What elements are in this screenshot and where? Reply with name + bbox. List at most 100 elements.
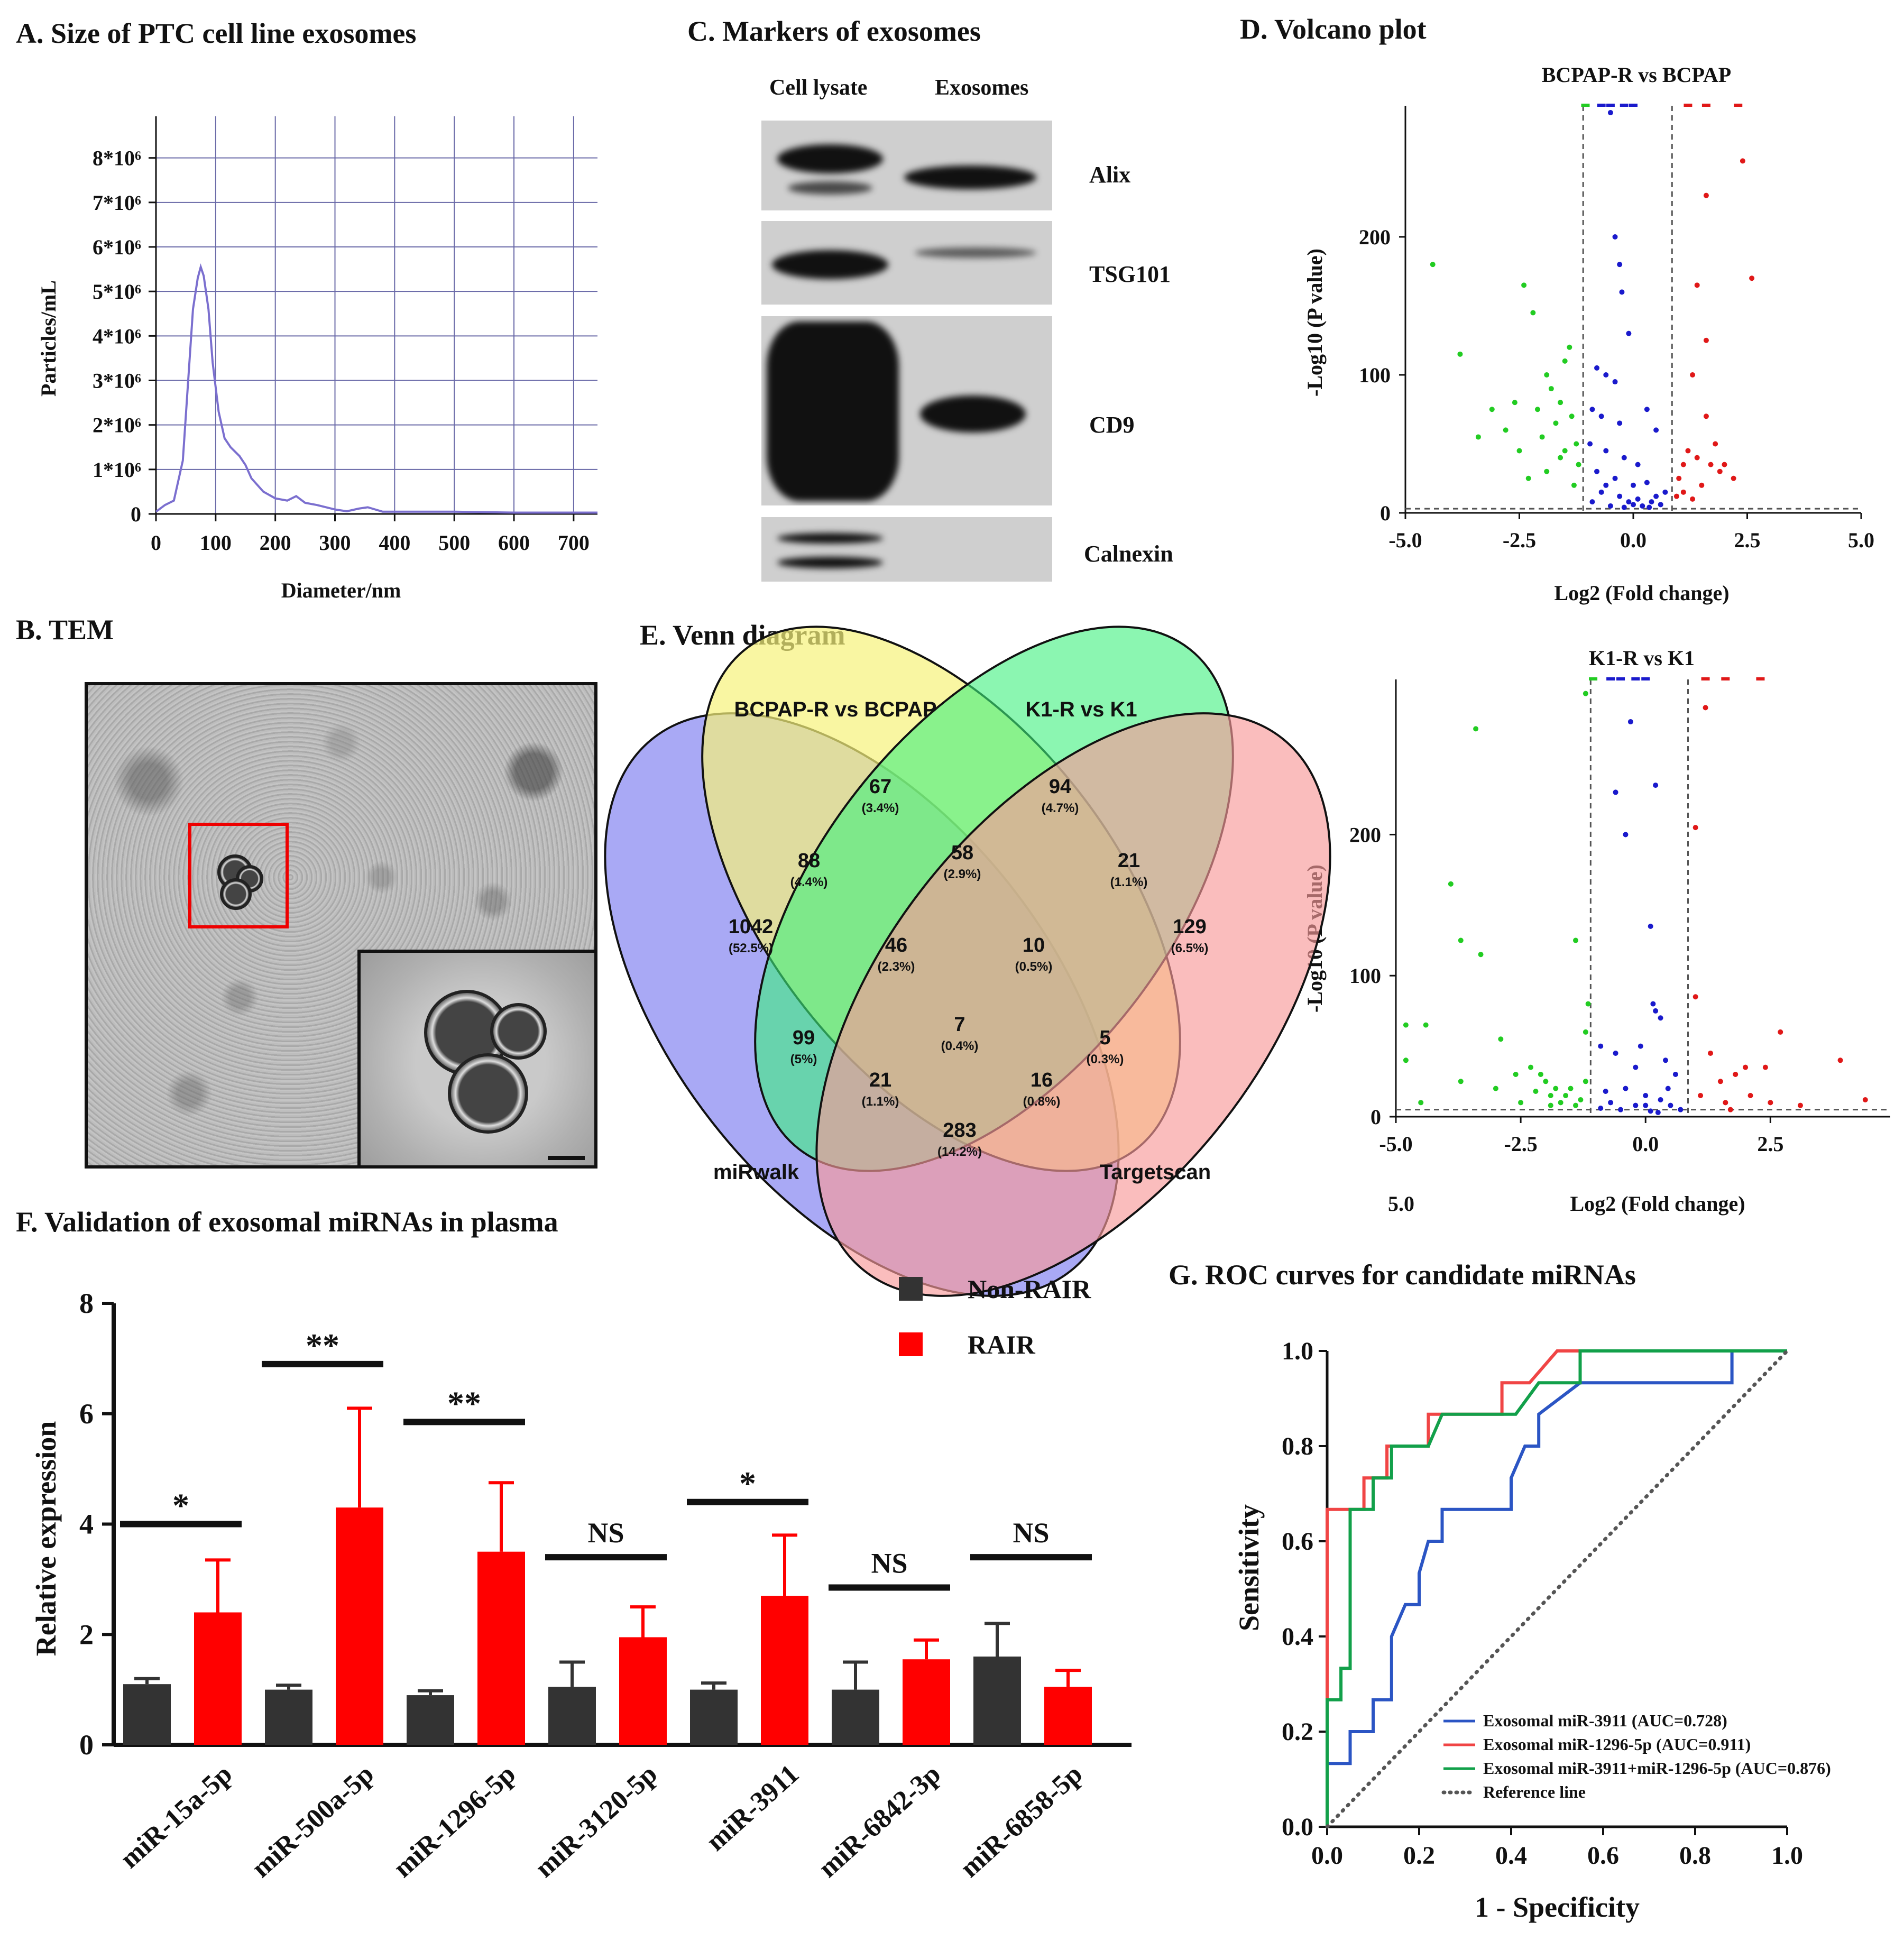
volcano-point-clipped — [1616, 677, 1625, 680]
volcano-point-ns — [1626, 499, 1632, 505]
venn-region-percent: (4.4%) — [790, 875, 828, 889]
volcano-point-ns — [1598, 489, 1604, 495]
volcano-point-ns — [1668, 1102, 1673, 1108]
volcano-point-ns — [1594, 365, 1600, 371]
volcano-point-up — [1747, 1092, 1753, 1098]
volcano-point-down — [1534, 407, 1540, 412]
venn-region-count: 99 — [793, 1027, 815, 1049]
volcano-point-clipped — [1589, 677, 1598, 680]
volcano-point-down — [1571, 482, 1577, 488]
legend-swatch-non-rair — [899, 1277, 923, 1301]
exosome-vesicle — [448, 1053, 528, 1134]
blot-col-cell-lysate: Cell lysate — [769, 76, 868, 100]
volcano-point-down — [1583, 1029, 1588, 1035]
y-tick-label: 0 — [131, 502, 141, 526]
volcano-point-up — [1685, 448, 1691, 454]
x-tick-label: 5.0 — [1848, 528, 1874, 552]
volcano-point-clipped — [1756, 677, 1765, 680]
volcano-point-ns — [1589, 407, 1595, 412]
volcano-point-down — [1458, 937, 1464, 943]
volcano-point-ns — [1607, 110, 1613, 116]
volcano-point-up — [1778, 1029, 1783, 1035]
significance-label: NS — [1013, 1517, 1049, 1549]
volcano-point-up — [1768, 1100, 1773, 1106]
x-tick-label: -2.5 — [1504, 1132, 1537, 1156]
y-tick-label: 0.2 — [1282, 1718, 1313, 1746]
blot-band — [777, 144, 883, 173]
volcano-point-up — [1680, 489, 1686, 495]
volcano-point-down — [1578, 1097, 1584, 1102]
venn-region-count: 10 — [1023, 934, 1045, 956]
volcano-point-down — [1473, 726, 1479, 732]
venn-region-percent: (4.7%) — [1042, 801, 1079, 815]
volcano-point-ns — [1662, 489, 1668, 495]
y-tick-label: 1.0 — [1282, 1337, 1313, 1365]
volcano-point-up — [1837, 1057, 1843, 1063]
volcano-point-down — [1574, 441, 1579, 447]
x-tick-label: 0.6 — [1587, 1842, 1619, 1870]
volcano-point-ns — [1619, 289, 1625, 295]
y-tick-label: 0.0 — [1282, 1813, 1313, 1841]
legend-label-non-rair: Non-RAIR — [968, 1274, 1091, 1304]
panel-a-ylabel: Particles/mL — [36, 280, 60, 397]
bar-ylabel: Relative expression — [30, 1421, 62, 1656]
significance-label: ** — [306, 1327, 339, 1364]
volcano-point-up — [1723, 1100, 1728, 1106]
volcano-point-ns — [1612, 475, 1618, 481]
volcano-point-down — [1548, 1092, 1553, 1098]
volcano-point-ns — [1658, 1097, 1663, 1102]
roc-legend-label: Exosomal miR-3911 (AUC=0.728) — [1483, 1711, 1727, 1730]
venn-region-count: 16 — [1031, 1069, 1053, 1091]
blot-cd9 — [761, 316, 1052, 505]
volcano-point-down — [1530, 310, 1536, 316]
volcano-point-up — [1743, 1064, 1749, 1070]
volcano-point-down — [1568, 1086, 1574, 1091]
volcano-point-ns — [1621, 504, 1627, 510]
volcano2-subtitle: K1-R vs K1 — [1589, 646, 1695, 670]
x-tick-label: 1.0 — [1771, 1842, 1803, 1870]
y-tick-label: 0 — [79, 1729, 94, 1761]
volcano-point-up — [1690, 496, 1696, 502]
tem-zoom-box — [188, 823, 289, 928]
volcano-point-ns — [1635, 496, 1641, 502]
x-tick-label: 0.0 — [1311, 1842, 1343, 1870]
venn-region-percent: (52.5%) — [729, 941, 773, 955]
panel-b-title: B. TEM — [16, 614, 114, 646]
volcano-point-ns — [1612, 234, 1618, 240]
volcano-point-ns — [1648, 923, 1653, 929]
volcano-point-ns — [1672, 1071, 1678, 1077]
x-tick-label: 0.0 — [1632, 1132, 1659, 1156]
venn-label-miRwalk: miRwalk — [713, 1161, 799, 1184]
volcano-point-ns — [1633, 1064, 1639, 1070]
x-tick-label: 500 — [438, 531, 470, 555]
venn-region-percent: (0.3%) — [1087, 1052, 1124, 1066]
volcano1-subtitle: BCPAP-R vs BCPAP — [1542, 63, 1731, 87]
y-tick-label: 6 — [79, 1398, 94, 1430]
volcano-point-ns — [1638, 1043, 1643, 1049]
volcano-point-ns — [1618, 1107, 1623, 1112]
venn-region-count: 7 — [954, 1014, 965, 1036]
x-tick-label: -5.0 — [1379, 1132, 1412, 1156]
volcano-point-up — [1703, 413, 1709, 419]
volcano-point-ns — [1603, 372, 1609, 378]
roc-legend-label: Reference line — [1483, 1782, 1586, 1801]
x-tick-label: 0 — [151, 531, 161, 555]
volcano-point-ns — [1647, 504, 1652, 510]
significance-label: NS — [871, 1548, 907, 1579]
y-tick-label: 7*10⁶ — [93, 191, 141, 215]
volcano-point-ns — [1608, 1100, 1614, 1106]
volcano-point-up — [1703, 705, 1708, 711]
volcano-point-down — [1558, 1100, 1563, 1106]
volcano-point-down — [1448, 881, 1454, 887]
blot-calnexin — [761, 517, 1052, 582]
blot-label-alix: Alix — [1089, 162, 1131, 188]
venn-region-percent: (1.1%) — [1110, 875, 1148, 889]
panel-f-title: F. Validation of exosomal miRNAs in plas… — [16, 1206, 558, 1238]
bar-non-rair — [265, 1689, 312, 1745]
blot-label-calnexin: Calnexin — [1084, 541, 1173, 567]
volcano-point-down — [1583, 691, 1588, 696]
volcano-point-ns — [1623, 832, 1629, 838]
bar-rair — [619, 1637, 667, 1745]
volcano-point-down — [1457, 351, 1463, 357]
